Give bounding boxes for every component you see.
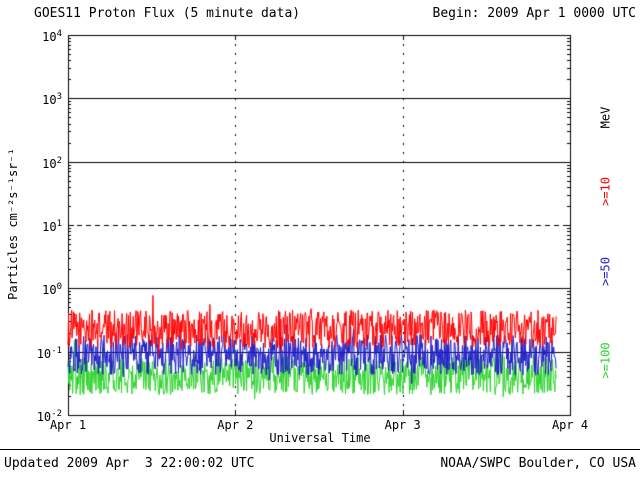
x-tick-label: Apr 4: [551, 418, 589, 432]
x-tick-label: Apr 2: [217, 418, 254, 432]
y-tick-label: 103: [42, 92, 62, 108]
series-label-50: >=50: [598, 257, 613, 286]
x-tick-label: Apr 1: [49, 418, 87, 432]
y-tick-label: 104: [42, 29, 62, 44]
y-tick-label: 10-2: [36, 409, 62, 424]
footer-divider: [0, 449, 640, 450]
series-label-10: >=10: [598, 177, 613, 206]
footer-updated: Updated 2009 Apr 3 22:00:02 UTC: [4, 456, 255, 471]
y-axis-label: Particles cm⁻²s⁻¹sr⁻¹: [6, 148, 20, 300]
y-tick-label: 102: [42, 155, 62, 171]
y-tick-label: 10-1: [36, 345, 62, 361]
series-label-100: >=100: [598, 342, 613, 379]
x-axis-label: Universal Time: [269, 431, 371, 445]
y-tick-label: 100: [42, 282, 62, 298]
footer-source: NOAA/SWPC Boulder, CO USA: [440, 456, 636, 471]
y-tick-label: 101: [42, 219, 62, 234]
x-tick-label: Apr 3: [384, 418, 421, 432]
